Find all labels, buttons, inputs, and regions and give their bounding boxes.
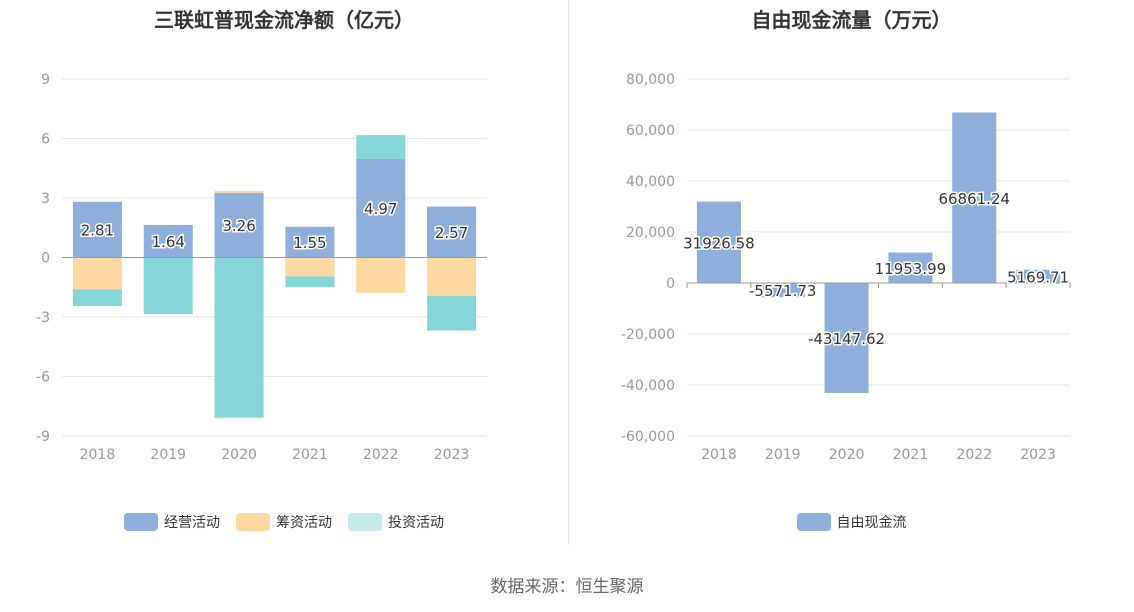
- data-label: -5571.73: [749, 282, 816, 300]
- x-tick-label: 2018: [80, 447, 116, 463]
- x-tick-label: 2023: [1020, 447, 1056, 463]
- legend-swatch-financing: [236, 513, 270, 531]
- data-label: 66861.24: [938, 190, 1010, 208]
- x-tick-label: 2019: [150, 447, 186, 463]
- legend-swatch-fcf: [796, 513, 831, 531]
- y-tick-label: 0: [41, 251, 50, 267]
- bar-free-cash-flow: [760, 283, 805, 298]
- legend-item-operating[interactable]: 经营活动: [124, 512, 220, 532]
- data-label: -43147.62: [808, 330, 885, 348]
- bar-operating: [143, 224, 193, 258]
- legend-label-fcf: 自由现金流: [836, 515, 907, 531]
- bar-free-cash-flow: [696, 201, 741, 283]
- bar-financing: [72, 257, 122, 290]
- legend-right: 自由现金流: [569, 512, 1134, 532]
- data-label: 5169.71: [1007, 268, 1069, 286]
- bar-financing: [427, 257, 477, 296]
- legend-label-operating: 经营活动: [164, 515, 220, 531]
- cash-flow-chart-panel: 三联虹普现金流净额（亿元） 9 6 3 0 -3 -6 -9 2018 2.81 2019 1.64…: [0, 0, 568, 560]
- y-tick-label: -6: [36, 370, 50, 386]
- legend-item-fcf[interactable]: 自由现金流: [796, 512, 907, 532]
- chart-title-left: 三联虹普现金流净额（亿元）: [154, 8, 414, 32]
- legend-label-financing: 筹资活动: [276, 515, 332, 531]
- data-label: 2.57: [435, 224, 468, 242]
- y-tick-label: -60,000: [621, 429, 675, 445]
- bar-free-cash-flow: [888, 252, 933, 283]
- bar-free-cash-flow: [1016, 269, 1061, 283]
- panel-divider: [568, 0, 569, 545]
- data-label: 4.97: [364, 200, 397, 218]
- bar-financing: [285, 257, 335, 277]
- legend-label-investing: 投资活动: [388, 515, 444, 531]
- data-label: 3.26: [222, 217, 255, 235]
- x-tick-label: 2019: [765, 447, 801, 463]
- data-label: 31926.58: [683, 234, 755, 252]
- x-tick-label: 2021: [292, 447, 328, 463]
- y-tick-label: -9: [36, 429, 50, 445]
- bar-operating: [356, 158, 406, 258]
- data-label: 2.81: [81, 222, 114, 240]
- bar-investing: [285, 276, 335, 288]
- legend-item-financing[interactable]: 筹资活动: [236, 512, 332, 532]
- bar-financing: [214, 190, 264, 193]
- free-cash-flow-chart: 80,000 60,000 40,000 20,000 0 -20,000 -40,000 -…: [621, 72, 1071, 463]
- y-tick-label: 20,000: [626, 225, 675, 241]
- x-tick-label: 2020: [829, 447, 865, 463]
- y-tick-label: 3: [41, 191, 50, 207]
- x-tick-label: 2018: [701, 447, 737, 463]
- cash-flow-chart: 9 6 3 0 -3 -6 -9 2018 2.81 2019 1.64 2020 3.26 2021 1.…: [36, 72, 487, 463]
- legend-swatch-investing: [348, 513, 382, 531]
- bar-operating: [72, 201, 122, 258]
- data-source-note: 数据来源：恒生聚源: [490, 577, 644, 597]
- bar-operating: [285, 226, 335, 258]
- x-tick-label: 2020: [221, 447, 257, 463]
- bar-investing: [427, 295, 477, 331]
- bar-investing: [214, 257, 264, 418]
- y-tick-label: -40,000: [621, 378, 675, 394]
- y-tick-label: 80,000: [626, 72, 675, 88]
- x-tick-label: 2022: [956, 447, 992, 463]
- y-tick-label: 9: [41, 72, 50, 88]
- bar-operating: [214, 192, 264, 258]
- free-cash-flow-chart-panel: 自由现金流量（万元） 80,000 60,000 40,000 20,000 0 -20,…: [569, 0, 1134, 560]
- data-label: 11953.99: [875, 260, 947, 278]
- y-tick-label: 6: [41, 132, 50, 148]
- data-label: 1.55: [293, 234, 326, 252]
- legend-item-investing[interactable]: 投资活动: [348, 512, 444, 532]
- bar-financing: [356, 257, 406, 293]
- y-tick-label: 0: [666, 276, 675, 292]
- y-tick-label: 60,000: [626, 123, 675, 139]
- legend-left: 经营活动 筹资活动 投资活动: [0, 512, 568, 532]
- y-tick-label: 40,000: [626, 174, 675, 190]
- bar-operating: [427, 206, 477, 258]
- x-tick-label: 2022: [363, 447, 399, 463]
- bar-free-cash-flow: [824, 283, 869, 394]
- bar-investing: [72, 289, 122, 307]
- legend-swatch-operating: [124, 513, 158, 531]
- x-tick-label: 2021: [893, 447, 929, 463]
- chart-title-right: 自由现金流量（万元）: [751, 8, 952, 32]
- y-tick-label: -3: [36, 310, 50, 326]
- x-tick-label: 2023: [434, 447, 470, 463]
- data-label: 1.64: [152, 233, 185, 251]
- y-tick-label: -20,000: [621, 327, 675, 343]
- bar-investing: [356, 135, 406, 159]
- bar-investing: [143, 257, 193, 315]
- bar-free-cash-flow: [952, 112, 997, 283]
